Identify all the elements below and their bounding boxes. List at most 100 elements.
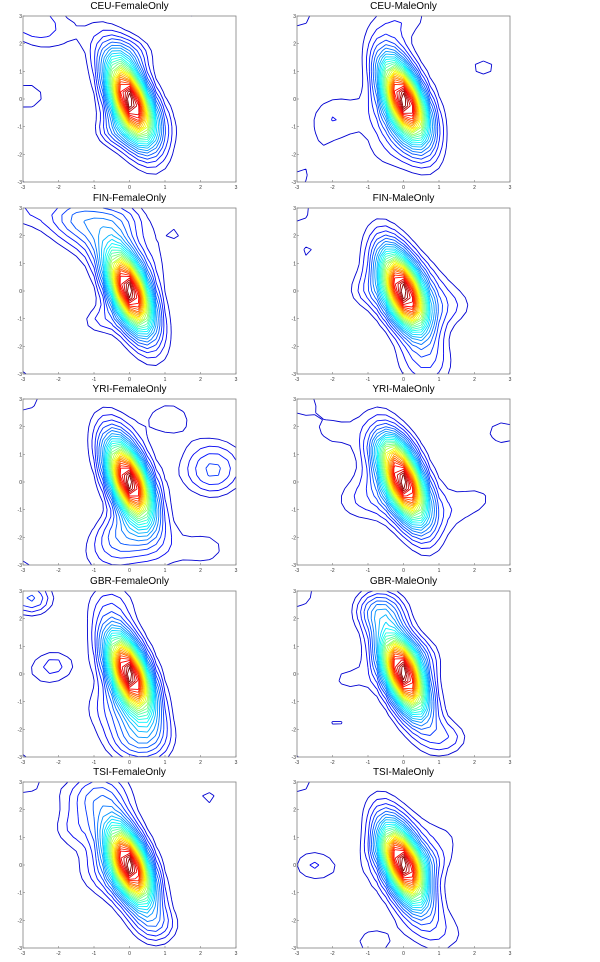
y-tick-label: 0 xyxy=(293,97,296,103)
y-tick-label: 0 xyxy=(293,672,296,678)
y-tick-label: -1 xyxy=(292,508,297,514)
y-tick-label: -3 xyxy=(18,563,23,569)
y-tick-label: 3 xyxy=(293,780,296,786)
chart-title: YRI-MaleOnly xyxy=(372,384,435,395)
x-tick-label: 2 xyxy=(473,951,476,957)
x-tick-label: -2 xyxy=(330,185,335,191)
x-tick-label: -3 xyxy=(295,568,300,574)
y-tick-label: 1 xyxy=(293,452,296,458)
contour-lines xyxy=(296,590,466,757)
x-tick-label: 0 xyxy=(128,951,131,957)
x-tick-label: 0 xyxy=(128,377,131,383)
contour-plot: -3 -2 -1 0 1 2 3 -3 -2 -1 0 1 2 3 xyxy=(292,780,512,957)
x-tick-label: 0 xyxy=(128,185,131,191)
y-tick-label: -3 xyxy=(292,755,297,761)
x-tick-label: -2 xyxy=(56,568,61,574)
y-tick-label: -1 xyxy=(18,891,23,897)
x-tick-label: 2 xyxy=(473,760,476,766)
contour-lines xyxy=(296,207,469,374)
x-tick-label: 3 xyxy=(235,760,238,766)
x-tick-label: -3 xyxy=(21,951,26,957)
chart-title: FIN-MaleOnly xyxy=(372,192,435,204)
y-tick-label: 2 xyxy=(19,425,22,431)
x-tick-label: -1 xyxy=(92,951,97,957)
chart-title: CEU-FemaleOnly xyxy=(90,1,169,12)
y-tick-label: 1 xyxy=(19,261,22,267)
y-tick-label: -1 xyxy=(292,125,297,131)
x-tick-label: 1 xyxy=(164,760,167,766)
chart-title: GBR-FemaleOnly xyxy=(90,575,169,587)
y-tick-label: 3 xyxy=(19,14,22,20)
plot-frame xyxy=(296,398,511,566)
y-tick-label: 3 xyxy=(19,589,22,595)
x-tick-label: 2 xyxy=(473,568,476,574)
y-tick-label: -1 xyxy=(292,316,297,322)
y-tick-label: -3 xyxy=(292,180,297,186)
x-tick-label: 0 xyxy=(402,760,405,766)
x-tick-label: -1 xyxy=(366,760,371,766)
y-tick-label: -3 xyxy=(292,563,297,569)
x-tick-label: -1 xyxy=(366,185,371,191)
chart-title: TSI-FemaleOnly xyxy=(93,767,166,778)
y-tick-label: -3 xyxy=(18,372,23,378)
y-tick-label: 1 xyxy=(293,835,296,841)
x-tick-label: 3 xyxy=(509,568,512,574)
contour-lines xyxy=(296,781,460,949)
x-tick-label: -3 xyxy=(295,760,300,766)
y-tick-label: 3 xyxy=(293,589,296,595)
x-tick-label: -3 xyxy=(21,760,26,766)
x-tick-label: -3 xyxy=(21,377,26,383)
x-tick-label: -1 xyxy=(92,760,97,766)
x-tick-label: -2 xyxy=(330,377,335,383)
x-tick-label: 3 xyxy=(509,760,512,766)
y-tick-label: -2 xyxy=(292,535,297,541)
contour-plot: -3 -2 -1 0 1 2 3 -3 -2 -1 0 1 2 3 xyxy=(18,14,238,191)
x-tick-label: -1 xyxy=(92,568,97,574)
y-tick-label: 1 xyxy=(19,452,22,458)
y-tick-label: -1 xyxy=(18,699,23,705)
contour-plot: -3 -2 -1 0 1 2 3 -3 -2 -1 0 1 2 3 xyxy=(292,397,512,574)
x-tick-label: 3 xyxy=(235,185,238,191)
y-tick-label: 3 xyxy=(293,397,296,403)
chart-title: YRI-FemaleOnly xyxy=(92,384,167,395)
contour-plot: -3 -2 -1 0 1 2 3 -3 -2 -1 0 1 2 3 xyxy=(18,397,238,574)
x-tick-label: 1 xyxy=(164,377,167,383)
x-tick-label: 1 xyxy=(438,568,441,574)
contour-plot: -3 -2 -1 0 1 2 3 -3 -2 -1 0 1 2 3 xyxy=(292,206,512,383)
y-tick-label: -1 xyxy=(292,891,297,897)
x-tick-label: 1 xyxy=(438,760,441,766)
y-tick-label: -3 xyxy=(292,372,297,378)
x-tick-label: 1 xyxy=(438,377,441,383)
x-tick-label: 2 xyxy=(473,377,476,383)
x-tick-label: 2 xyxy=(199,377,202,383)
x-tick-label: 1 xyxy=(164,568,167,574)
y-tick-label: -1 xyxy=(18,125,23,131)
x-tick-label: 0 xyxy=(402,377,405,383)
x-tick-label: 3 xyxy=(509,951,512,957)
x-tick-label: 1 xyxy=(164,185,167,191)
y-tick-label: 1 xyxy=(293,644,296,650)
x-tick-label: 1 xyxy=(164,951,167,957)
y-tick-label: -3 xyxy=(292,946,297,952)
x-tick-label: 1 xyxy=(438,951,441,957)
plot-frame xyxy=(296,590,511,757)
y-tick-label: -1 xyxy=(18,508,23,514)
y-tick-label: 1 xyxy=(19,644,22,650)
y-tick-label: -1 xyxy=(18,316,23,322)
x-tick-label: 0 xyxy=(128,760,131,766)
x-tick-label: 2 xyxy=(199,951,202,957)
contour-lines xyxy=(22,207,179,374)
y-tick-label: 1 xyxy=(293,69,296,75)
x-tick-label: 3 xyxy=(235,951,238,957)
y-tick-label: 2 xyxy=(19,42,22,48)
x-tick-label: -2 xyxy=(56,760,61,766)
x-tick-label: -2 xyxy=(56,951,61,957)
contour-plot: -3 -2 -1 0 1 2 3 -3 -2 -1 0 1 2 3 xyxy=(292,589,512,766)
x-tick-label: 0 xyxy=(128,568,131,574)
x-tick-label: 3 xyxy=(235,377,238,383)
x-tick-label: 1 xyxy=(438,185,441,191)
x-tick-label: 0 xyxy=(402,568,405,574)
y-tick-label: 2 xyxy=(19,808,22,814)
plot-frame xyxy=(22,590,237,757)
chart-title: CEU-MaleOnly xyxy=(370,1,437,12)
